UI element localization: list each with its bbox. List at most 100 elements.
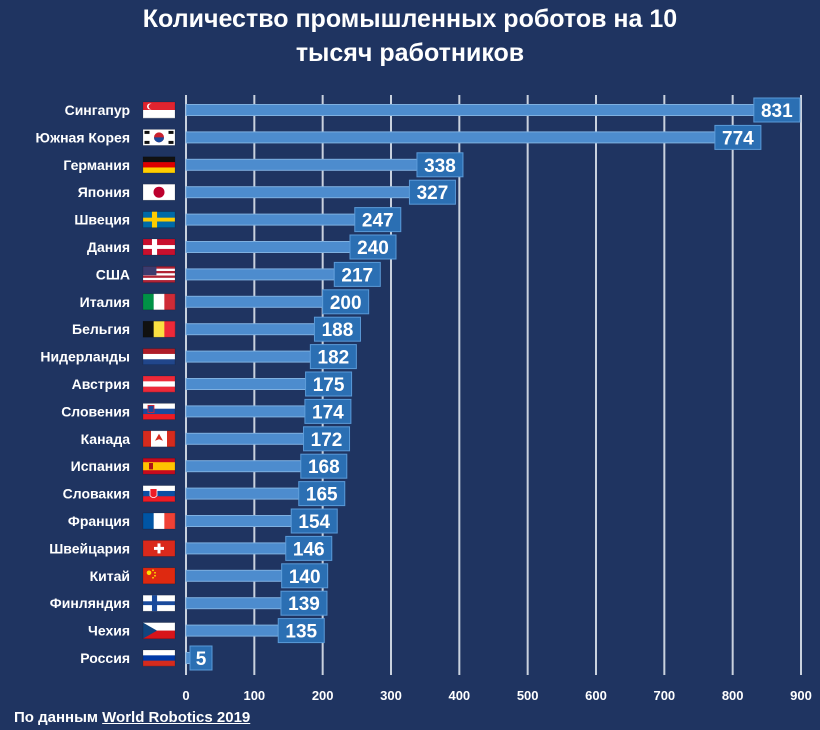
data-label-box xyxy=(305,371,353,397)
category-label: Финляндия xyxy=(50,595,130,611)
data-label-box xyxy=(298,481,346,507)
category-label: Австрия xyxy=(72,376,130,392)
data-label: 217 xyxy=(341,265,373,286)
data-label-box xyxy=(277,618,325,644)
category-label: Южная Корея xyxy=(36,129,130,145)
switzerland-flag-icon xyxy=(142,540,176,557)
canada-flag-icon xyxy=(142,430,176,448)
category-label: США xyxy=(96,266,130,282)
x-tick-label: 600 xyxy=(585,688,607,703)
category-label: Швеция xyxy=(74,212,130,228)
category-label: Франция xyxy=(68,513,130,529)
data-label-box xyxy=(300,453,348,479)
category-label: Бельгия xyxy=(72,321,130,337)
data-label-box xyxy=(304,398,352,424)
category-label: Швейцария xyxy=(49,540,130,556)
data-label-box xyxy=(290,508,338,534)
data-label: 154 xyxy=(298,512,330,533)
italy-flag-icon xyxy=(142,293,176,311)
data-label-box xyxy=(280,590,328,616)
bar xyxy=(185,597,282,610)
bar xyxy=(185,104,755,116)
x-tick-label: 200 xyxy=(312,688,334,703)
chart-title-line-1: Количество промышленных роботов на 10 xyxy=(142,5,678,33)
bar xyxy=(185,460,302,473)
slovenia-flag-icon xyxy=(142,403,176,420)
data-label: 135 xyxy=(285,622,317,643)
chart-title-line-2: тысяч работников xyxy=(295,39,525,67)
bar xyxy=(185,131,716,144)
austria-flag-icon xyxy=(142,375,176,393)
category-label: Нидерланды xyxy=(40,349,130,365)
x-tick-label: 900 xyxy=(790,688,812,703)
bar xyxy=(185,378,307,390)
data-label-box xyxy=(753,97,801,123)
belgium-flag-icon xyxy=(142,320,176,338)
data-label-box xyxy=(281,563,329,589)
data-label-box xyxy=(416,152,464,178)
data-label: 140 xyxy=(289,567,321,588)
data-label: 774 xyxy=(722,128,754,149)
bar xyxy=(185,515,292,527)
category-label: Китай xyxy=(90,568,130,584)
data-label-box xyxy=(285,535,333,561)
bar xyxy=(185,213,356,226)
bar xyxy=(185,432,305,445)
bar xyxy=(185,158,418,171)
germany-flag-icon xyxy=(142,156,176,174)
data-label: 182 xyxy=(318,348,350,369)
data-label: 200 xyxy=(330,293,362,314)
category-label: Германия xyxy=(63,157,130,173)
spain-flag-icon xyxy=(142,457,176,475)
finland-flag-icon xyxy=(142,594,176,612)
source-note: По данным World Robotics 2019 xyxy=(14,709,250,726)
data-label-box xyxy=(189,645,213,671)
source-prefix: По данным xyxy=(14,709,103,726)
category-label: Словакия xyxy=(63,486,130,502)
category-label: Сингапур xyxy=(65,102,130,118)
data-label: 165 xyxy=(306,485,338,506)
source-link[interactable]: World Robotics 2019 xyxy=(102,709,251,726)
bar xyxy=(185,624,279,637)
data-label: 175 xyxy=(313,375,345,396)
bar xyxy=(185,542,287,555)
bar xyxy=(185,487,300,500)
x-tick-label: 100 xyxy=(243,688,265,703)
sweden-flag-icon xyxy=(142,211,176,228)
singapore-flag-icon xyxy=(142,101,176,119)
usa-flag-icon xyxy=(142,266,176,283)
data-label: 5 xyxy=(196,649,207,670)
slovakia-flag-icon xyxy=(142,485,176,502)
data-label-box xyxy=(714,124,762,150)
czechia-flag-icon xyxy=(142,622,176,639)
x-tick-label: 800 xyxy=(722,688,744,703)
x-tick-label: 400 xyxy=(448,688,470,703)
bar xyxy=(185,268,335,281)
data-label: 240 xyxy=(357,238,389,259)
data-label: 146 xyxy=(293,539,325,560)
data-label-box xyxy=(309,344,357,370)
data-label-box xyxy=(313,316,361,342)
bar xyxy=(185,405,306,418)
netherlands-flag-icon xyxy=(142,348,176,365)
x-tick-label: 700 xyxy=(653,688,675,703)
bar xyxy=(185,241,351,253)
data-label: 831 xyxy=(761,101,793,122)
japan-flag-icon xyxy=(142,183,176,201)
bar xyxy=(185,323,315,336)
data-label: 327 xyxy=(417,183,449,204)
data-label: 172 xyxy=(311,430,343,451)
bar xyxy=(185,569,283,582)
category-label: Канада xyxy=(81,431,131,447)
category-label: Чехия xyxy=(88,623,130,639)
data-label-box xyxy=(408,179,456,205)
data-label: 168 xyxy=(308,457,340,478)
category-label: Словения xyxy=(61,403,130,419)
data-label: 139 xyxy=(288,594,320,615)
data-label-box xyxy=(354,207,402,233)
south-korea-flag-icon xyxy=(142,129,176,146)
category-label: Дания xyxy=(87,239,130,255)
category-label: Испания xyxy=(71,458,130,474)
category-label: Россия xyxy=(80,650,130,666)
